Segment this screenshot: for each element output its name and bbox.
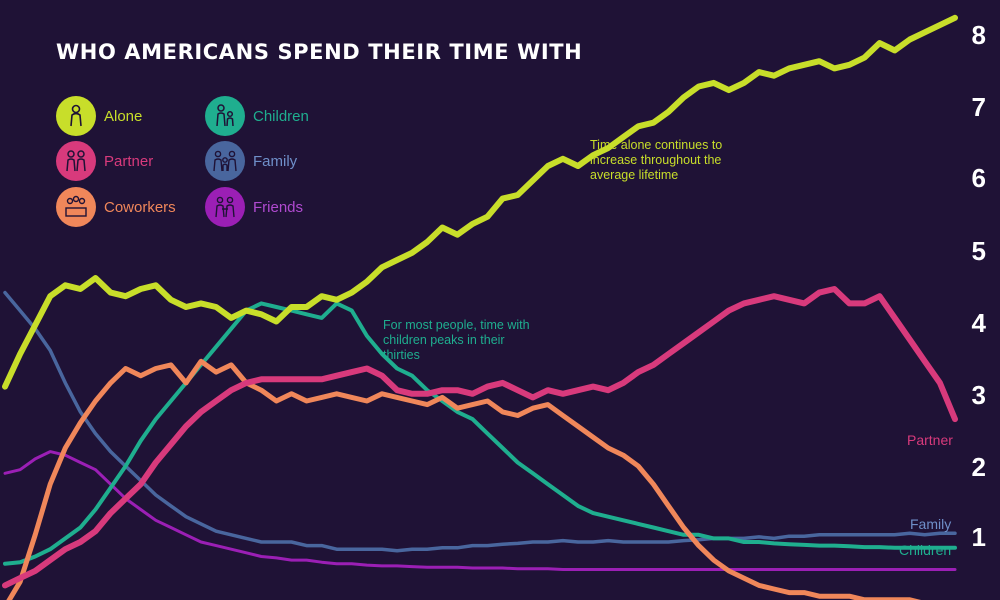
series-line-family — [3, 290, 957, 553]
legend-item-friends: Friends — [205, 187, 303, 227]
y-tick-label: 6 — [971, 163, 986, 193]
series-line-partner — [2, 286, 958, 589]
person-icon — [56, 96, 96, 136]
series-line-friends — [3, 450, 957, 571]
couple-icon — [56, 141, 96, 181]
series-line-children — [3, 301, 957, 566]
legend-item-coworkers: Coworkers — [56, 187, 176, 227]
series-line-coworkers — [6, 358, 922, 600]
legend-item-children: Children — [205, 96, 309, 136]
legend-item-partner: Partner — [56, 141, 153, 181]
legend-item-family: Family — [205, 141, 297, 181]
legend-label-family: Family — [253, 152, 298, 170]
y-tick-label: 3 — [971, 380, 986, 410]
y-tick-label: 8 — [971, 20, 986, 50]
legend-label-children: Children — [253, 107, 309, 125]
y-tick-label: 4 — [971, 308, 986, 338]
legend-label-partner: Partner — [104, 152, 154, 170]
annotation-children: For most people, time with children peak… — [383, 318, 530, 362]
legend-label-coworkers: Coworkers — [104, 198, 176, 216]
legend-label-friends: Friends — [253, 198, 304, 216]
series-line-alone — [2, 14, 958, 390]
family-icon — [205, 141, 245, 181]
y-tick-label: 2 — [971, 452, 986, 482]
end-label-family: Family — [910, 516, 952, 532]
end-label-partner: Partner — [907, 432, 953, 448]
end-label-children: Children — [899, 542, 952, 558]
coworkers-icon — [56, 187, 96, 227]
friends-icon — [205, 187, 245, 227]
parent-child-icon — [205, 96, 245, 136]
legend-item-alone: Alone — [56, 96, 142, 136]
y-tick-label: 1 — [971, 522, 986, 552]
chart-title: WHO AMERICANS SPEND THEIR TIME WITH — [56, 40, 583, 64]
y-tick-label: 7 — [971, 92, 986, 122]
legend-label-alone: Alone — [104, 107, 143, 125]
annotation-alone: Time alone continues to increase through… — [590, 138, 723, 182]
y-tick-label: 5 — [971, 236, 986, 266]
